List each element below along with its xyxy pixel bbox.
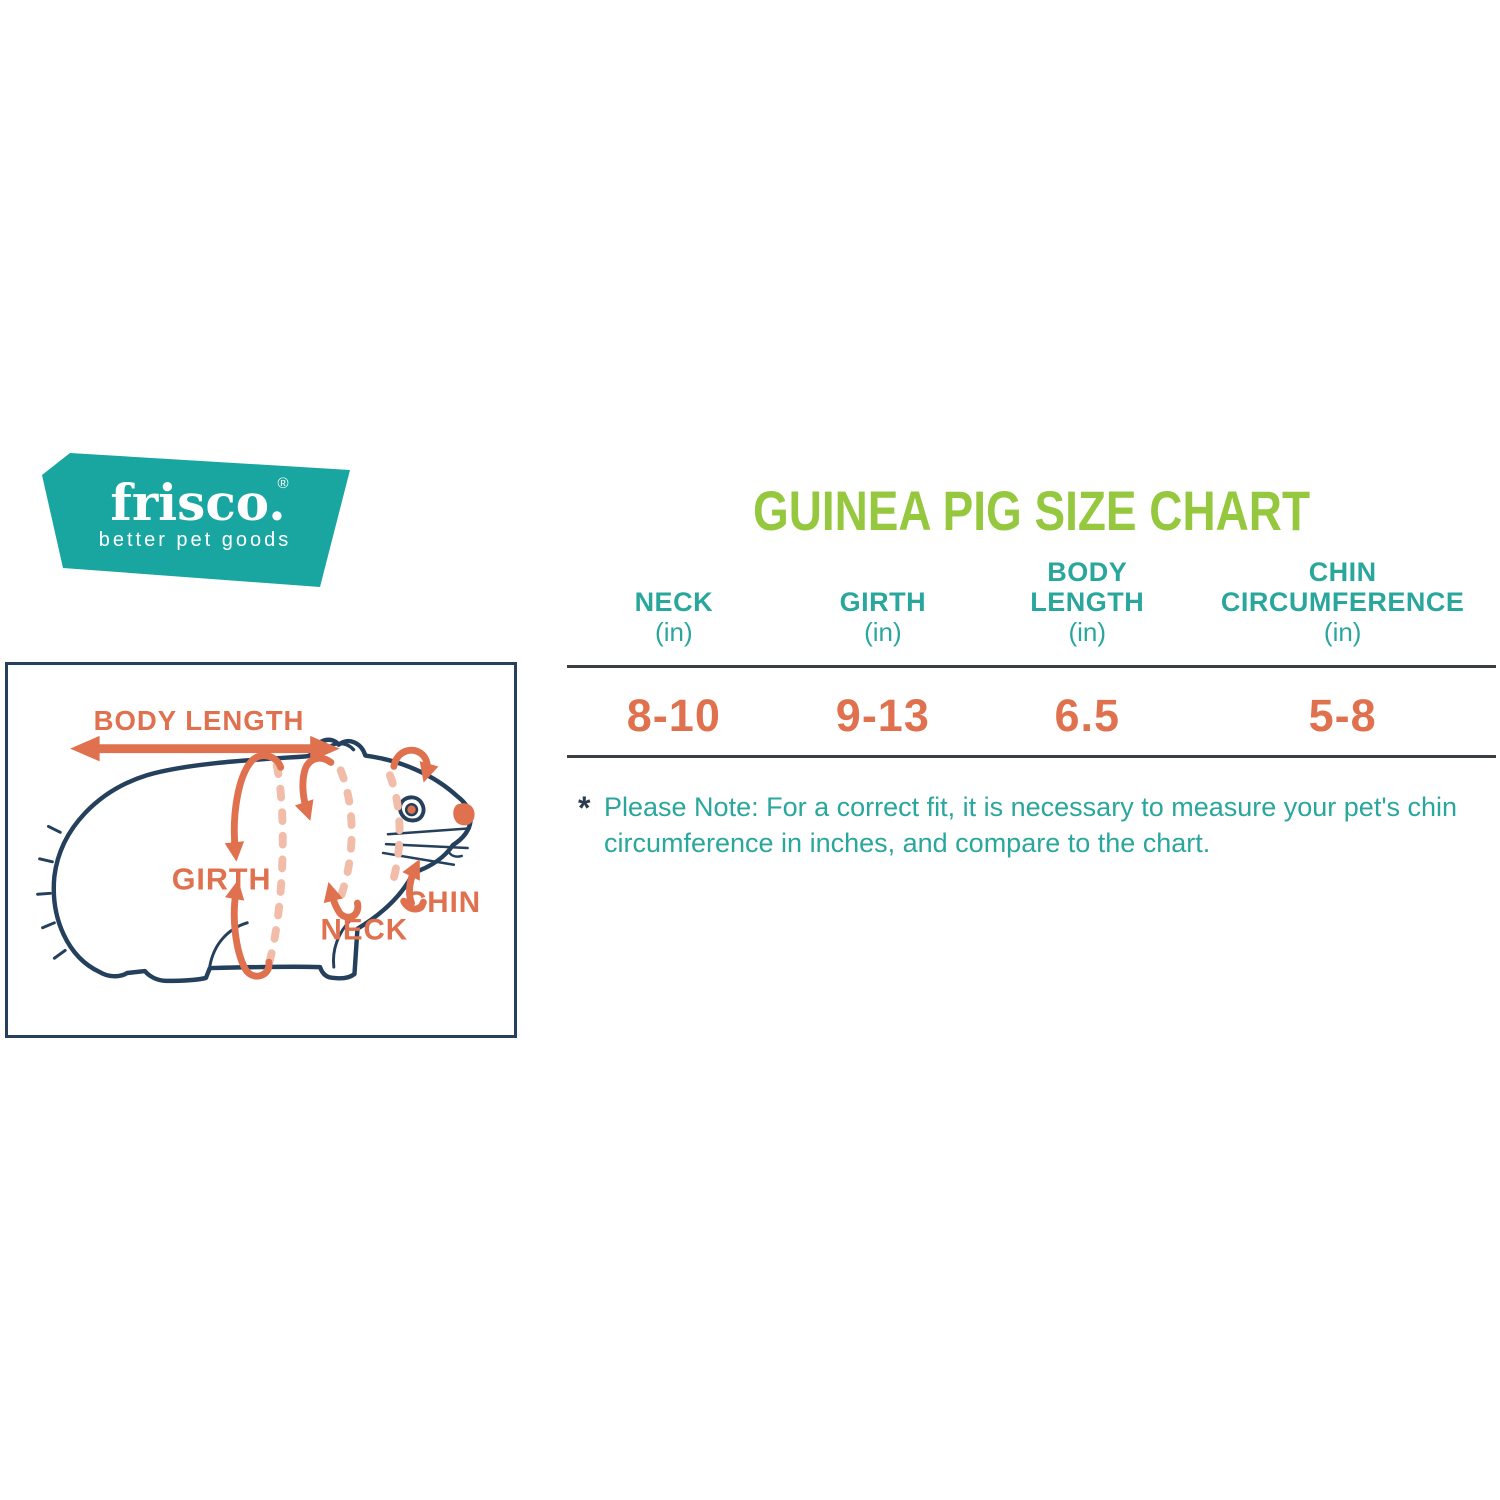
header-chin-circumference: CHIN CIRCUMFERENCE (in) xyxy=(1189,557,1496,648)
header-body-length-title: BODY LENGTH xyxy=(1030,557,1145,617)
asterisk-marker: * xyxy=(578,790,591,826)
mouth-line xyxy=(446,848,463,858)
logo-banner-shape xyxy=(42,453,350,587)
girth-tape-dash xyxy=(264,761,287,969)
frisco-logo-banner: frisco. ® better pet goods xyxy=(42,453,350,587)
size-table-header: NECK (in) GIRTH (in) BODY LENGTH (in) CH… xyxy=(567,556,1496,648)
body-length-label: BODY LENGTH xyxy=(94,705,305,736)
measurement-diagram: BODY LENGTH GIRTH NECK CHIN xyxy=(5,662,517,1038)
size-table-row: 8-10 9-13 6.5 5-8 xyxy=(567,690,1496,742)
header-girth-title: GIRTH xyxy=(839,587,927,617)
header-neck: NECK (in) xyxy=(567,587,781,648)
page-title: GUINEA PIG SIZE CHART xyxy=(752,479,1311,542)
table-rule-top xyxy=(567,665,1496,668)
header-girth-unit: (in) xyxy=(864,617,902,647)
header-chin-circumference-unit: (in) xyxy=(1323,617,1362,647)
nose xyxy=(453,803,475,826)
header-neck-title: NECK xyxy=(634,587,714,617)
guinea-pig-diagram: BODY LENGTH GIRTH NECK CHIN xyxy=(36,705,481,984)
girth-label: GIRTH xyxy=(172,862,272,896)
header-body-length: BODY LENGTH (in) xyxy=(985,557,1189,648)
girth-arrows xyxy=(224,752,285,980)
fit-note: * Please Note: For a correct fit, it is n… xyxy=(578,790,1500,861)
fur-ticks xyxy=(36,824,67,960)
value-girth: 9-13 xyxy=(835,690,930,741)
neck-label: NECK xyxy=(321,914,409,947)
fit-note-text: Please Note: For a correct fit, it is ne… xyxy=(604,792,1458,858)
logo-tagline: better pet goods xyxy=(99,529,292,551)
header-neck-unit: (in) xyxy=(655,617,693,647)
header-chin-circumference-title: CHIN CIRCUMFERENCE xyxy=(1220,557,1465,617)
value-chin-circumference: 5-8 xyxy=(1308,690,1377,741)
logo-registered-mark: ® xyxy=(277,475,288,492)
logo-wordmark: frisco. xyxy=(110,473,285,532)
body-length-arrow xyxy=(70,735,340,762)
frisco-logo: frisco. ® better pet goods xyxy=(40,446,362,598)
header-body-length-unit: (in) xyxy=(1068,617,1106,647)
guinea-pig-outline xyxy=(51,737,473,984)
eye xyxy=(398,795,426,823)
value-neck: 8-10 xyxy=(626,690,721,741)
chin-label: CHIN xyxy=(405,886,481,919)
neck-arrows xyxy=(294,754,362,921)
chin-arrows xyxy=(390,746,439,913)
table-rule-bottom xyxy=(567,755,1496,758)
chin-tape-dash xyxy=(385,771,404,886)
header-girth: GIRTH (in) xyxy=(781,587,985,648)
value-body-length: 6.5 xyxy=(1054,690,1120,741)
